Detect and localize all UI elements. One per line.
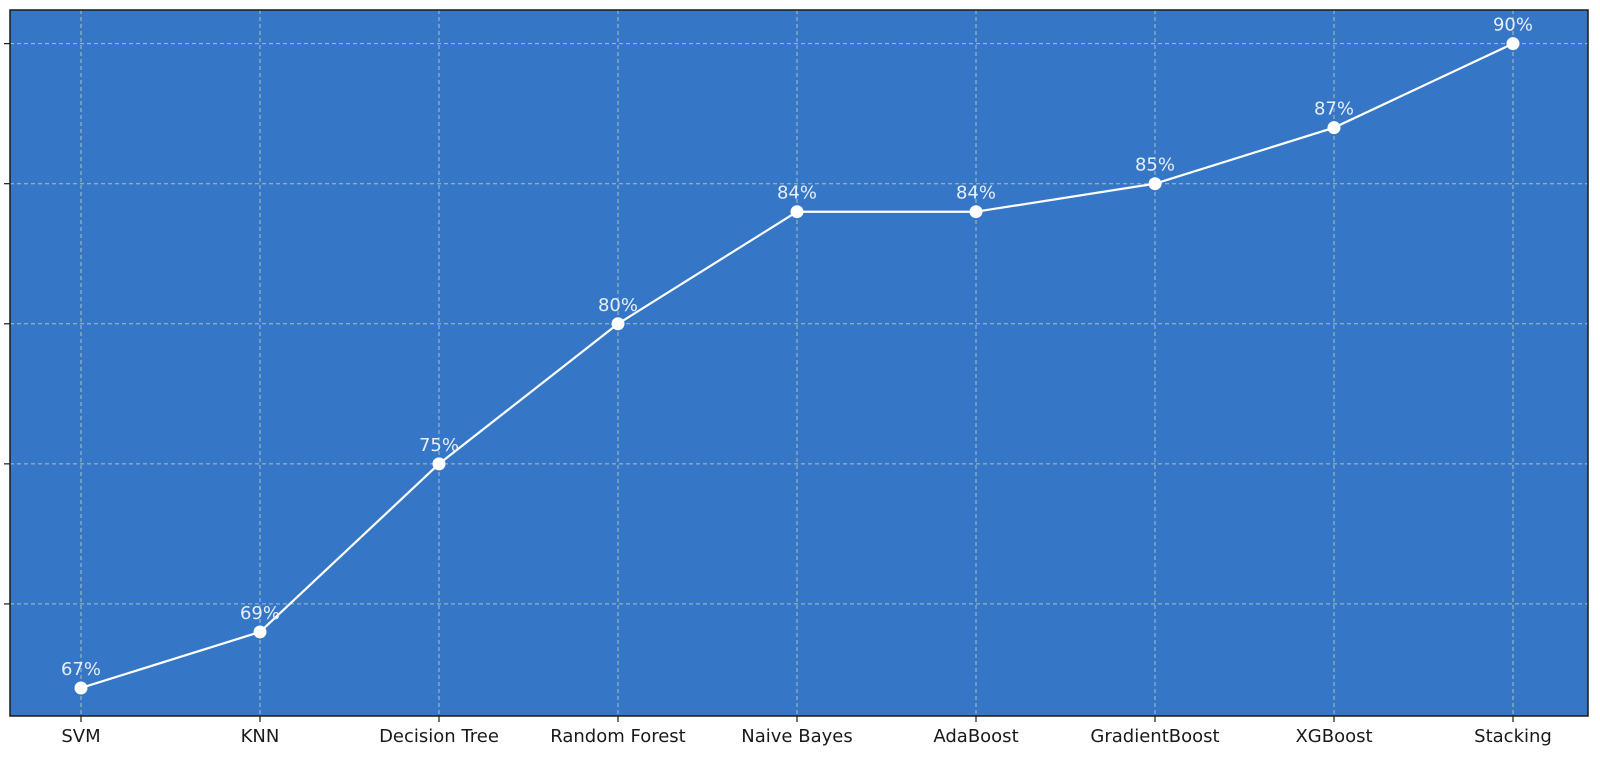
x-tick-labels: SVM KNN Decision Tree Random Forest Naive Ba… <box>61 726 1551 747</box>
data-label: 69% <box>240 603 280 624</box>
x-tick-label: Stacking <box>1474 726 1552 747</box>
data-label: 90% <box>1493 15 1533 36</box>
x-tick-label: AdaBoost <box>933 726 1018 747</box>
x-tick-label: GradientBoost <box>1090 726 1219 747</box>
data-label: 87% <box>1314 99 1354 120</box>
data-point <box>74 681 88 695</box>
data-label: 85% <box>1135 155 1175 176</box>
data-label: 75% <box>419 435 459 456</box>
plot-background <box>10 10 1588 716</box>
data-label: 67% <box>61 659 101 680</box>
x-tick-label: Naive Bayes <box>741 726 852 747</box>
x-tick-label: Random Forest <box>550 726 685 747</box>
data-point <box>1327 121 1341 135</box>
data-point <box>432 457 446 471</box>
series-layer <box>74 37 1520 695</box>
x-tick-label: Decision Tree <box>379 726 499 747</box>
grid-lines <box>10 10 1588 716</box>
data-point <box>1506 37 1520 51</box>
data-label: 80% <box>598 295 638 316</box>
x-tick-label: KNN <box>241 726 280 747</box>
data-label: 84% <box>777 183 817 204</box>
data-point <box>1148 177 1162 191</box>
data-labels: 67% 69% 75% 80% 84% 84% 85% 87% 90% <box>61 15 1533 680</box>
axes <box>4 43 1514 722</box>
x-tick-label: SVM <box>61 726 100 747</box>
data-point <box>969 205 983 219</box>
data-label: 84% <box>956 183 996 204</box>
x-tick-label: XGBoost <box>1295 726 1372 747</box>
plot-frame <box>9 9 1589 717</box>
data-point <box>790 205 804 219</box>
data-point <box>611 317 625 331</box>
data-point <box>253 625 267 639</box>
